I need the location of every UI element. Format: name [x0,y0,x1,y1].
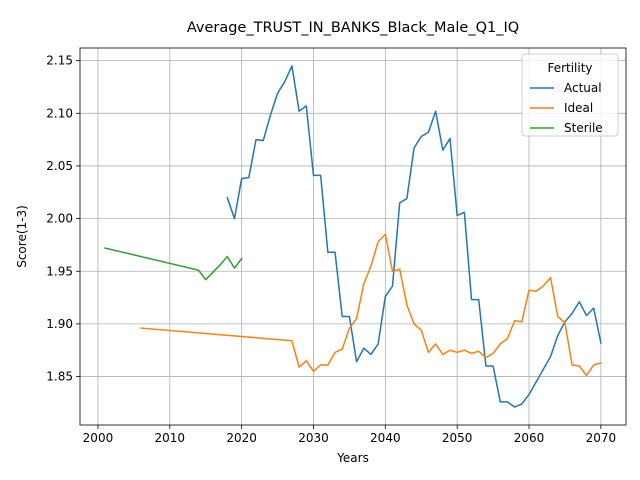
legend: Fertility Actual Ideal Sterile [521,53,619,137]
y-tick-label: 2.05 [46,159,73,173]
legend-label-actual: Actual [564,81,602,95]
y-tick-label: 2.00 [46,212,73,226]
x-tick-label: 2070 [586,431,617,445]
legend-entries: Actual Ideal Sterile [530,81,603,135]
x-tick-label: 2030 [298,431,329,445]
series-line-actual [226,65,602,408]
x-axis: 2000 2010 2020 2030 2040 2050 2060 2070 [83,425,616,445]
plot-frame [79,47,627,426]
series-line-ideal [140,233,602,377]
y-tick-label: 1.90 [46,317,73,331]
series-line-sterile [104,247,243,281]
x-tick-label: 2050 [442,431,473,445]
series-lines [104,65,602,408]
legend-box [521,53,619,137]
y-tick-label: 2.10 [46,106,73,120]
legend-label-ideal: Ideal [564,101,593,115]
y-axis-label: Score(1-3) [15,205,29,268]
y-tick-label: 1.85 [46,370,73,384]
legend-label-sterile: Sterile [564,121,603,135]
x-axis-label: Years [336,451,369,465]
y-tick-label: 1.95 [46,264,73,278]
y-tick-label: 2.15 [46,54,73,68]
x-tick-label: 2040 [370,431,401,445]
x-tick-label: 2060 [514,431,545,445]
chart-title: Average_TRUST_IN_BANKS_Black_Male_Q1_IQ [187,20,519,36]
x-tick-label: 2010 [155,431,186,445]
y-axis: 1.85 1.90 1.95 2.00 2.05 2.10 2.15 [46,54,80,384]
legend-title: Fertility [547,61,592,75]
x-tick-label: 2020 [226,431,257,445]
x-tick-label: 2000 [83,431,114,445]
